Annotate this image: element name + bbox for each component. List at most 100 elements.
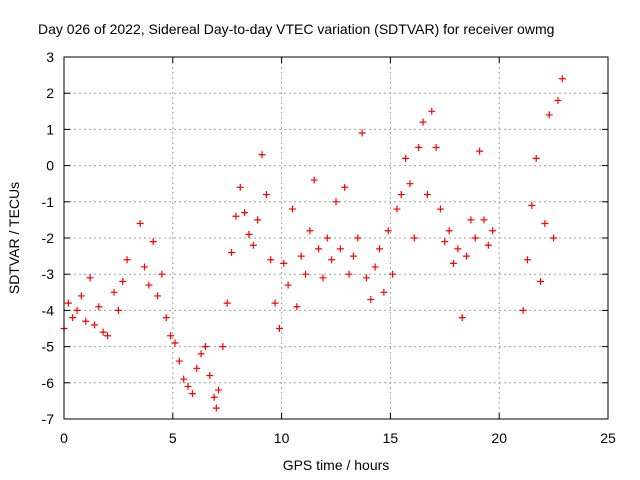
data-point (380, 288, 388, 296)
data-point (432, 144, 440, 151)
data-point (206, 372, 214, 380)
y-axis-label: SDTVAR / TECUs (6, 182, 22, 294)
data-point (99, 328, 107, 336)
data-point (214, 386, 222, 394)
y-tick-label: 3 (46, 49, 54, 65)
data-point (249, 241, 257, 249)
data-point (428, 107, 436, 115)
data-point (484, 241, 492, 249)
data-point (64, 299, 72, 307)
data-point (188, 390, 196, 398)
data-point (523, 256, 531, 264)
data-point (267, 256, 275, 264)
data-point (288, 205, 296, 213)
data-points (60, 75, 566, 412)
data-point (332, 198, 340, 206)
data-point (532, 154, 540, 162)
y-tick-label: -1 (42, 194, 55, 210)
y-tick-label: 2 (46, 85, 54, 101)
data-point (171, 339, 179, 347)
y-tick-label: -5 (42, 339, 55, 355)
data-point (471, 234, 479, 242)
data-point (463, 252, 471, 260)
data-point (345, 270, 353, 278)
data-point (149, 238, 157, 246)
data-point (197, 350, 205, 358)
data-point (558, 75, 566, 83)
data-point (119, 277, 127, 285)
x-tick-label: 5 (169, 430, 177, 446)
data-point (458, 314, 466, 322)
data-point (310, 176, 318, 184)
y-tick-label: -3 (42, 266, 55, 282)
data-point (410, 234, 418, 242)
data-point (114, 306, 122, 314)
data-point (219, 343, 227, 351)
y-tick-label: -6 (42, 375, 55, 391)
data-point (367, 296, 375, 304)
data-point (136, 220, 144, 228)
data-point (162, 314, 170, 322)
data-point (77, 292, 85, 300)
data-point (302, 270, 310, 278)
data-point (241, 209, 249, 217)
x-axis-label: GPS time / hours (283, 457, 390, 473)
y-tick-label: -2 (42, 230, 55, 246)
y-tick-label: -7 (42, 411, 55, 427)
data-point (476, 147, 484, 155)
data-point (389, 270, 397, 278)
data-point (258, 151, 266, 159)
x-tick-label: 25 (600, 430, 616, 446)
data-point (423, 191, 431, 199)
data-point (550, 234, 558, 242)
data-point (228, 248, 236, 256)
data-point (110, 288, 118, 296)
data-point (454, 245, 462, 253)
data-point (297, 252, 305, 260)
data-point (358, 129, 366, 137)
data-point (528, 201, 536, 209)
data-point (323, 234, 331, 242)
data-point (393, 205, 401, 213)
data-point (362, 274, 370, 282)
data-point (73, 306, 81, 314)
data-point (193, 364, 201, 372)
data-point (69, 314, 77, 322)
data-point (397, 191, 405, 199)
data-point (349, 252, 357, 260)
data-point (354, 234, 362, 242)
data-point (180, 375, 188, 383)
data-point (210, 393, 218, 401)
data-point (537, 277, 545, 285)
data-point (141, 263, 149, 271)
data-point (436, 205, 444, 213)
plot-frame (63, 56, 609, 420)
data-point (519, 306, 527, 314)
data-point (376, 245, 384, 253)
data-point (275, 325, 283, 332)
data-point (280, 259, 288, 267)
data-point (167, 332, 175, 340)
data-point (406, 180, 414, 188)
data-point (541, 220, 549, 228)
data-point (402, 154, 410, 162)
data-point (489, 227, 497, 235)
data-point (450, 259, 458, 267)
data-point (306, 227, 314, 235)
data-point (175, 357, 183, 365)
data-point (212, 404, 220, 412)
x-tick-label: 15 (383, 430, 399, 446)
data-point (480, 216, 488, 224)
data-point (82, 317, 90, 325)
data-point (262, 191, 270, 199)
x-tick-label: 20 (491, 430, 507, 446)
data-point (232, 212, 240, 220)
y-tick-label: 0 (46, 158, 54, 174)
data-point (545, 111, 553, 119)
data-point (384, 227, 392, 235)
data-point (236, 183, 244, 191)
data-point (223, 299, 231, 307)
y-tick-label: 1 (46, 121, 54, 137)
